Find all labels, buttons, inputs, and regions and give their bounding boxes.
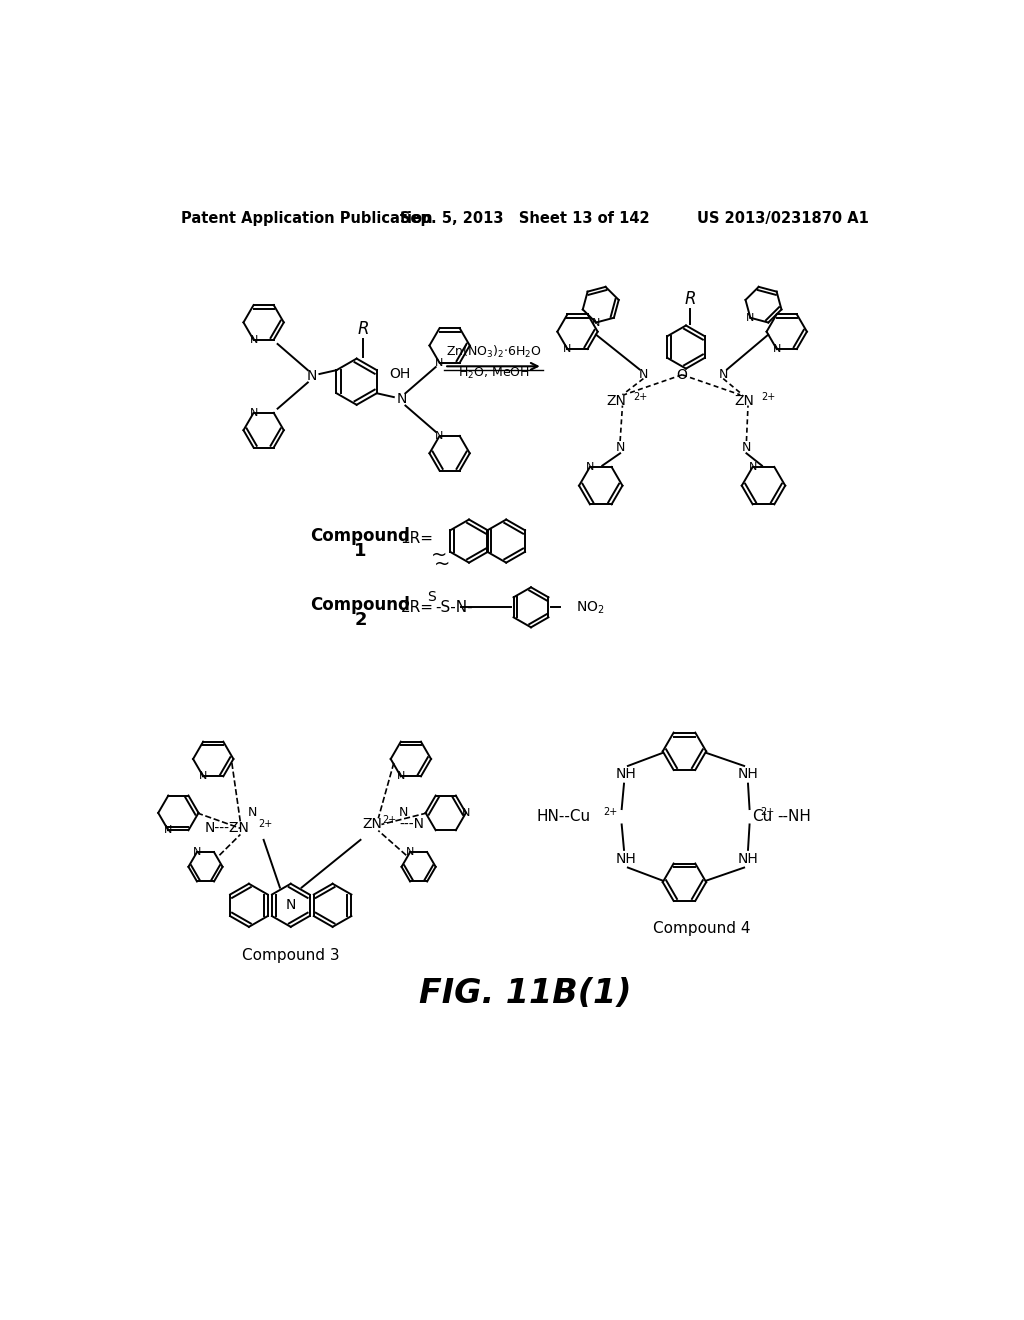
Text: N: N — [772, 345, 781, 354]
Text: N: N — [592, 318, 600, 327]
Text: Sep. 5, 2013   Sheet 13 of 142: Sep. 5, 2013 Sheet 13 of 142 — [400, 211, 649, 226]
Text: N: N — [199, 771, 208, 781]
Text: Compound: Compound — [310, 597, 411, 614]
Text: ZN: ZN — [734, 393, 754, 408]
Text: ZN: ZN — [606, 393, 627, 408]
Text: NO$_2$: NO$_2$ — [575, 599, 604, 615]
Text: N: N — [406, 847, 415, 857]
Text: US 2013/0231870 A1: US 2013/0231870 A1 — [697, 211, 869, 226]
Text: 2+: 2+ — [761, 392, 775, 403]
Text: Zn(NO$_3$)$_2$$\cdot$6H$_2$O: Zn(NO$_3$)$_2$$\cdot$6H$_2$O — [445, 345, 542, 360]
Text: N: N — [586, 462, 594, 473]
Text: -S-N-: -S-N- — [435, 599, 473, 615]
Text: N: N — [719, 367, 728, 380]
Text: N: N — [396, 392, 407, 407]
Text: N: N — [563, 345, 571, 354]
Text: FIG. 11B(1): FIG. 11B(1) — [419, 977, 631, 1010]
Text: Patent Application Publication: Patent Application Publication — [180, 211, 432, 226]
Text: 2+: 2+ — [633, 392, 647, 403]
Text: N: N — [749, 462, 757, 473]
Text: N: N — [193, 847, 201, 857]
Text: HN--Cu: HN--Cu — [537, 809, 591, 824]
Text: 2+: 2+ — [258, 818, 272, 829]
Text: 1: 1 — [354, 543, 367, 560]
Text: N---ZN: N---ZN — [205, 821, 250, 836]
Text: Compound 4: Compound 4 — [652, 921, 751, 936]
Text: R: R — [684, 290, 695, 309]
Text: 2+: 2+ — [382, 814, 396, 825]
Text: O: O — [677, 368, 687, 381]
Text: N: N — [398, 807, 408, 820]
Text: N: N — [435, 358, 443, 368]
Text: N: N — [435, 430, 443, 441]
Text: Compound 3: Compound 3 — [242, 948, 340, 962]
Text: N: N — [746, 313, 755, 323]
Text: NH: NH — [616, 853, 637, 866]
Text: S: S — [427, 590, 436, 605]
Text: Cu: Cu — [752, 809, 772, 824]
Text: N: N — [250, 408, 258, 418]
Text: N: N — [164, 825, 172, 836]
Text: 2: 2 — [354, 611, 367, 630]
Text: N: N — [306, 370, 316, 383]
Text: NH: NH — [737, 853, 759, 866]
Text: NH: NH — [616, 767, 637, 781]
Text: N: N — [462, 808, 470, 818]
Text: H$_2$O, MeOH: H$_2$O, MeOH — [458, 366, 529, 380]
Text: ~: ~ — [434, 554, 451, 574]
Text: N: N — [396, 771, 404, 781]
Text: OH: OH — [389, 367, 411, 381]
Text: Compound: Compound — [310, 527, 411, 545]
Text: N: N — [615, 441, 625, 454]
Text: --NH: --NH — [777, 809, 811, 824]
Text: ~: ~ — [431, 545, 447, 565]
Text: 2+: 2+ — [604, 807, 617, 817]
Text: N: N — [250, 335, 258, 345]
Text: N: N — [248, 807, 257, 820]
Text: NH: NH — [737, 767, 759, 781]
Text: ---N: ---N — [399, 817, 424, 832]
Text: N: N — [286, 899, 296, 912]
Text: N: N — [639, 367, 648, 380]
Text: 2R=: 2R= — [400, 599, 434, 615]
Text: 2+: 2+ — [760, 807, 774, 817]
Text: 1R=: 1R= — [400, 531, 434, 545]
Text: R: R — [357, 321, 369, 338]
Text: N: N — [741, 441, 752, 454]
Text: ZN: ZN — [362, 817, 382, 832]
